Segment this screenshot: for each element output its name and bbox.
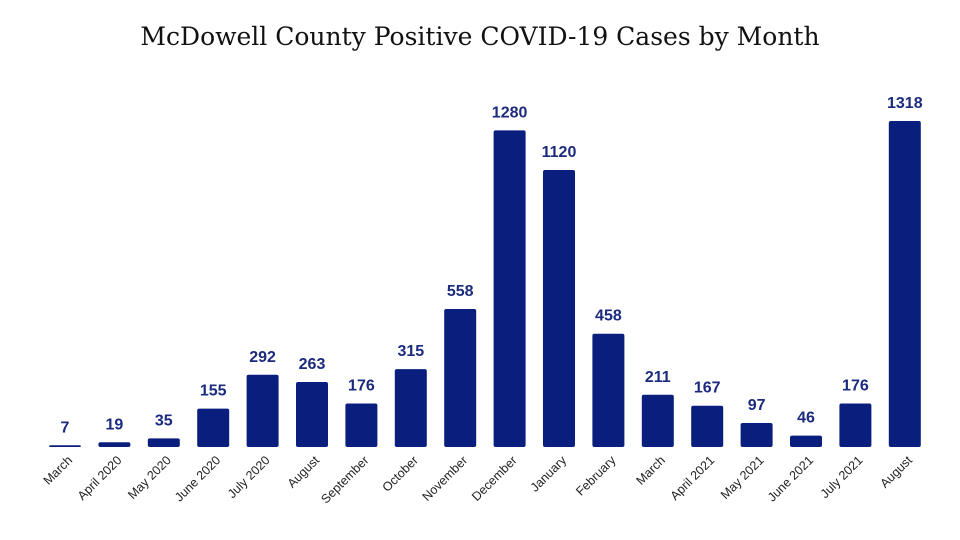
bar: [888, 121, 921, 447]
bar: [592, 333, 625, 447]
data-label: 211: [645, 369, 671, 386]
data-label: 176: [348, 377, 375, 394]
x-tick-label: December: [469, 453, 520, 504]
data-label: 97: [748, 397, 766, 414]
data-label: 1318: [887, 95, 923, 112]
data-label: 315: [397, 343, 424, 360]
x-tick-label: July 2020: [225, 453, 273, 501]
data-label: 46: [797, 410, 815, 427]
data-label: 19: [106, 416, 124, 433]
x-tick-label: April 2020: [75, 453, 125, 503]
bar: [790, 435, 822, 447]
bar: [246, 374, 279, 447]
x-tick-label: July 2021: [818, 453, 866, 501]
x-tick-label: March: [633, 453, 667, 487]
data-label: 263: [299, 356, 326, 373]
bar: [49, 445, 81, 447]
x-tick-label: January: [528, 453, 570, 495]
bar: [543, 169, 575, 448]
bar: [839, 403, 872, 447]
x-tick-label: June 2021: [765, 453, 816, 504]
bar: [147, 438, 180, 447]
x-tick-label: April 2021: [668, 453, 718, 503]
data-label: 35: [155, 412, 173, 429]
x-tick-label: October: [380, 453, 421, 494]
x-tick-label: September: [318, 453, 371, 506]
data-label: 155: [200, 383, 227, 400]
data-label: 292: [249, 349, 276, 366]
chart-title: McDowell County Positive COVID-19 Cases …: [140, 22, 820, 51]
x-tick-label: June 2020: [172, 453, 223, 504]
x-tick-label: August: [285, 453, 323, 491]
bar: [691, 405, 724, 447]
data-label: 458: [595, 308, 622, 325]
x-tick-label: May 2020: [125, 453, 174, 502]
bar: [740, 423, 773, 447]
data-label: 7: [61, 419, 70, 436]
bar: [345, 403, 378, 447]
data-label: 167: [694, 380, 721, 397]
data-label: 558: [447, 283, 474, 300]
x-tick-label: November: [420, 453, 471, 504]
bar: [444, 308, 477, 447]
x-tick-label: May 2021: [718, 453, 767, 502]
bar: [197, 408, 230, 447]
bar: [641, 394, 674, 447]
x-tick-label: February: [573, 453, 619, 499]
data-label: 1120: [542, 144, 577, 161]
bar: [98, 442, 131, 447]
data-label: 1280: [492, 104, 528, 121]
x-tick-label: August: [877, 453, 915, 491]
bar: [493, 130, 526, 447]
data-label: 176: [842, 377, 869, 394]
x-tick-label: March: [41, 453, 75, 487]
bar: [296, 381, 328, 447]
bar: [394, 369, 427, 447]
